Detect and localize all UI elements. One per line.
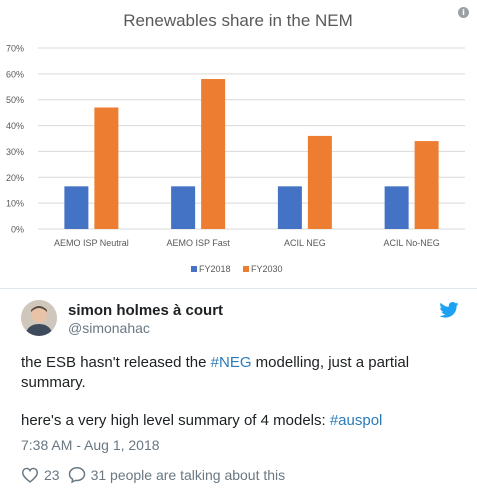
bar-fy2030-0 [94, 107, 119, 229]
y-tick-label: 0% [11, 225, 24, 235]
chart-bars [64, 79, 439, 230]
hashtag-neg[interactable]: #NEG [210, 354, 252, 371]
y-tick-label: 50% [6, 95, 24, 105]
x-tick-label: ACIL NEG [284, 238, 326, 248]
y-tick-label: 20% [6, 173, 24, 183]
chart-title: Renewables share in the NEM [123, 11, 353, 30]
author-handle[interactable]: @simonahac [68, 320, 150, 336]
tweet-timestamp[interactable]: 7:38 AM - Aug 1, 2018 [21, 437, 160, 453]
tweet-text: modelling, just a partial summary. [21, 354, 410, 391]
chart-legend: FY2018 FY2030 [191, 264, 283, 274]
tweet-text-paragraph-2: here's a very high level summary of 4 mo… [21, 411, 461, 431]
x-tick-label: AEMO ISP Fast [166, 238, 230, 248]
twitter-bird-icon[interactable] [439, 302, 459, 318]
divider [0, 288, 477, 289]
chart: Renewables share in the NEM 0% 10% 20% 30% 4… [6, 11, 465, 274]
bar-fy2018-1 [171, 186, 196, 229]
bar-fy2018-3 [384, 186, 409, 229]
legend-swatch [243, 266, 249, 272]
bar-fy2030-1 [201, 79, 226, 230]
tweet-text-paragraph-1: the ESB hasn't released the #NEG modelli… [21, 353, 461, 393]
speech-bubble-icon[interactable] [68, 466, 86, 483]
tweet-text: here's a very high level summary of 4 mo… [21, 412, 330, 429]
y-tick-label: 40% [6, 121, 24, 131]
x-axis-labels: AEMO ISP Neutral AEMO ISP Fast ACIL NEG ACI… [54, 238, 440, 248]
y-tick-label: 30% [6, 147, 24, 157]
author-name[interactable]: simon holmes à court [68, 302, 224, 319]
legend-swatch [191, 266, 197, 272]
y-tick-label: 10% [6, 199, 24, 209]
avatar[interactable] [21, 300, 57, 336]
y-tick-label: 60% [6, 69, 24, 79]
hashtag-auspol[interactable]: #auspol [329, 412, 383, 429]
info-icon[interactable]: i [458, 7, 469, 18]
bar-fy2030-3 [414, 141, 439, 229]
chart-card: Renewables share in the NEM 0% 10% 20% 30% 4… [5, 7, 469, 274]
y-tick-label: 70% [6, 44, 24, 54]
bar-fy2018-2 [277, 186, 302, 229]
x-tick-label: ACIL No-NEG [384, 238, 440, 248]
legend-label: FY2018 [199, 264, 231, 274]
heart-icon[interactable] [21, 467, 39, 483]
bar-fy2030-2 [307, 135, 332, 229]
tweet-text: the ESB hasn't released the [21, 354, 211, 371]
bar-fy2018-0 [64, 186, 89, 229]
like-count[interactable]: 23 [44, 466, 60, 483]
tweet-actions: 23 31 people are talking about this [21, 466, 285, 483]
x-tick-label: AEMO ISP Neutral [54, 238, 129, 248]
y-axis-labels: 0% 10% 20% 30% 40% 50% 60% 70% [6, 44, 24, 235]
legend-label: FY2030 [251, 264, 283, 274]
conversation-link[interactable]: 31 people are talking about this [90, 466, 286, 483]
